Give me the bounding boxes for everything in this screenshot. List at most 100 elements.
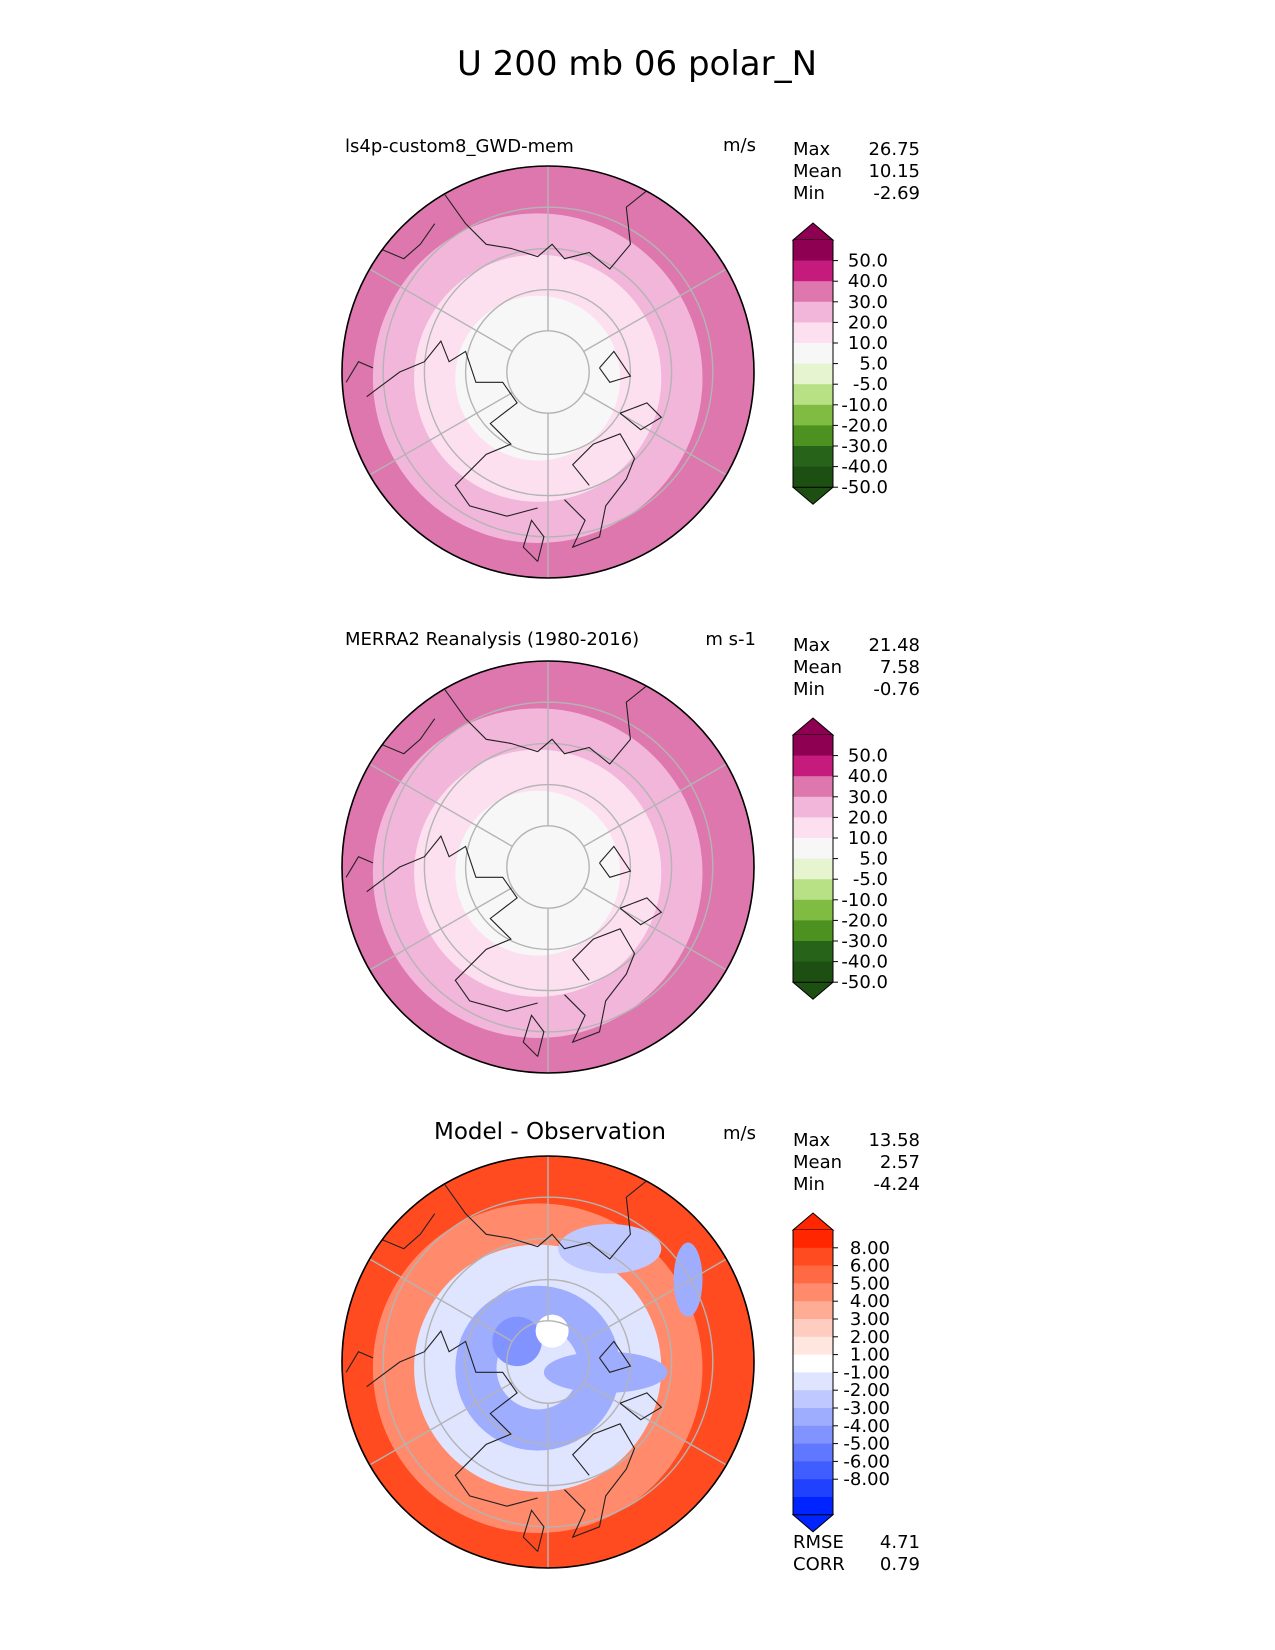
colorbar-segment — [793, 858, 833, 880]
colorbar-tick-label: -5.00 — [843, 1434, 890, 1455]
colorbar-tick-label: 20.0 — [848, 807, 888, 828]
colorbar-tick-label: 40.0 — [848, 766, 888, 787]
extra-stat-label: CORR — [793, 1554, 845, 1575]
panel-1-title: ls4p-custom8_GWD-mem — [345, 136, 574, 157]
colorbar-segment — [793, 1230, 833, 1249]
colorbar-tick-label: 30.0 — [848, 787, 888, 808]
colorbar-tick-label: -6.00 — [843, 1451, 890, 1472]
stat-value: -4.24 — [873, 1174, 920, 1195]
stat-label: Max — [793, 635, 831, 656]
colorbar-segment — [793, 363, 833, 385]
colorbar-segment — [793, 776, 833, 798]
stat-value: 7.58 — [880, 657, 920, 678]
coastline — [345, 856, 374, 878]
colorbar-segment — [793, 384, 833, 406]
meridian-line — [369, 1381, 513, 1466]
coastline — [619, 402, 663, 431]
stat-value: -0.76 — [873, 679, 920, 700]
colorbar-extend-max — [791, 1212, 835, 1231]
colorbar-extend-min — [791, 1514, 835, 1533]
colorbar-tick-label: 4.00 — [850, 1291, 890, 1312]
stat-value: 10.15 — [868, 161, 920, 182]
colorbar-tick-label: 8.00 — [850, 1238, 890, 1259]
colorbar-segment — [793, 1319, 833, 1338]
field-band-4 — [455, 295, 621, 461]
colorbar-tick-label: -50.0 — [841, 972, 888, 993]
coastline — [564, 928, 636, 1044]
colorbar-segment — [793, 281, 833, 303]
colorbar-segment — [793, 1336, 833, 1356]
coastline — [345, 1351, 374, 1373]
stat-label: Mean — [793, 657, 842, 678]
map-boundary — [341, 660, 755, 1074]
colorbar-segment — [793, 1461, 833, 1480]
colorbar-segment — [793, 879, 833, 901]
colorbar-segment — [793, 1425, 833, 1445]
colorbar-segment — [793, 240, 833, 262]
colorbar-segment — [793, 1354, 833, 1373]
coastline — [564, 433, 636, 549]
rmse-corr-box: RMSE 4.71 CORR 0.79 — [793, 1532, 920, 1575]
coastline — [522, 1014, 545, 1057]
colorbar-tick-label: -5.0 — [853, 869, 888, 890]
colorbar-tick-label: 10.0 — [848, 828, 888, 849]
colorbar-tick-label: -20.0 — [841, 415, 888, 436]
coastline — [366, 340, 538, 517]
coastline — [444, 685, 648, 765]
colorbar-segment — [793, 1301, 833, 1320]
meridian-line — [583, 763, 727, 848]
colorbar-tick-label: -5.0 — [853, 374, 888, 395]
coastline — [619, 897, 663, 926]
colorbar-tick-label: -40.0 — [841, 952, 888, 973]
colorbar-extend-min — [791, 486, 835, 505]
panel-model: ls4p-custom8_GWD-mem m/s Max 26.75 Mean 10.… — [341, 135, 920, 579]
colorbar-segment — [793, 301, 833, 323]
colorbar-segment — [793, 899, 833, 921]
colorbar-segment — [793, 1390, 833, 1409]
colorbar-segment — [793, 1443, 833, 1462]
meridian-line — [583, 886, 727, 971]
colorbar-model: 50.040.030.020.010.05.0-5.0-10.0-20.0-30… — [791, 222, 888, 505]
colorbar-tick-label: -3.00 — [843, 1398, 890, 1419]
colorbar-segment — [793, 425, 833, 447]
colorbar-segment — [793, 941, 833, 963]
meridian-line — [369, 391, 513, 476]
meridian-line — [583, 268, 727, 353]
colorbar-tick-label: 20.0 — [848, 312, 888, 333]
panel-1-units: m/s — [723, 135, 756, 156]
colorbar-tick-label: 40.0 — [848, 271, 888, 292]
colorbar-segment — [793, 735, 833, 757]
coastline — [444, 190, 648, 270]
polar-map-observation — [341, 660, 755, 1074]
stat-value: -2.69 — [873, 183, 920, 204]
colorbar-tick-label: -30.0 — [841, 931, 888, 952]
colorbar-tick-label: -10.0 — [841, 890, 888, 911]
colorbar-tick-label: 50.0 — [848, 251, 888, 272]
panel-difference: Model - Observation m/s Max 13.58 Mean 2.57… — [341, 1119, 920, 1575]
stat-label: Mean — [793, 1152, 842, 1173]
colorbar-segment — [793, 796, 833, 818]
coastline — [599, 350, 632, 383]
anomaly-blob-5 — [535, 1314, 569, 1348]
stat-label: Max — [793, 1130, 831, 1151]
colorbar-tick-label: -50.0 — [841, 477, 888, 498]
meridian-line — [583, 391, 727, 476]
colorbar-tick-label: -1.00 — [843, 1362, 890, 1383]
extra-stat-value: 0.79 — [880, 1554, 920, 1575]
panel-2-units: m s-1 — [705, 629, 756, 650]
colorbar-tick-label: 2.00 — [850, 1327, 890, 1348]
colorbar-segment — [793, 1247, 833, 1267]
coastline — [564, 1423, 636, 1539]
colorbar-extend-max — [791, 222, 835, 241]
colorbar-tick-label: 30.0 — [848, 292, 888, 313]
colorbar-segment — [793, 1479, 833, 1498]
stats-box-model: Max 26.75 Mean 10.15 Min -2.69 — [793, 139, 920, 204]
colorbar-segment — [793, 404, 833, 426]
colorbar-tick-label: 6.00 — [850, 1256, 890, 1277]
colorbar-segment — [793, 260, 833, 282]
coastline — [366, 835, 538, 1012]
colorbar-segment — [793, 1372, 833, 1391]
stat-label: Min — [793, 183, 825, 204]
anomaly-blob-1 — [558, 1223, 662, 1274]
colorbar-segment — [793, 817, 833, 839]
